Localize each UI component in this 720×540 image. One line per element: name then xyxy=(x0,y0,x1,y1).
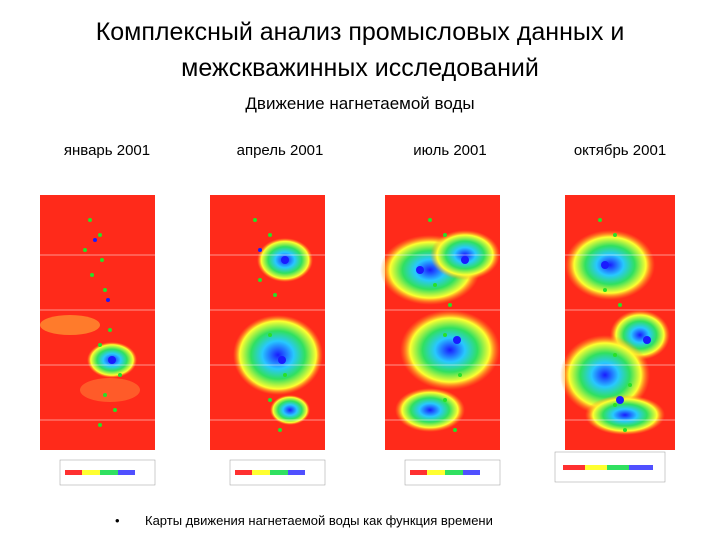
bullet-icon: • xyxy=(115,513,120,528)
map-panel-july xyxy=(375,160,525,490)
panel-label-october: октябрь 2001 xyxy=(573,142,667,159)
map-panel-april xyxy=(200,160,350,490)
panel-label-april: апрель 2001 xyxy=(236,142,324,159)
panel-label-january: январь 2001 xyxy=(63,142,151,159)
caption: • Карты движения нагнетаемой воды как фун… xyxy=(115,513,493,528)
title-line-1: Комплексный анализ промысловых данных и xyxy=(95,18,625,46)
title-line-2: межскважинных исследований xyxy=(181,54,539,82)
map-panel-january xyxy=(30,160,180,490)
slide-title: Комплексный анализ промысловых данных и … xyxy=(0,14,720,86)
well-markers xyxy=(83,218,122,427)
panel-label-july: июль 2001 xyxy=(413,142,487,159)
caption-text: Карты движения нагнетаемой воды как функ… xyxy=(145,513,493,528)
map-panel-october xyxy=(545,160,695,490)
slide-subtitle: Движение нагнетаемой воды xyxy=(245,94,475,113)
